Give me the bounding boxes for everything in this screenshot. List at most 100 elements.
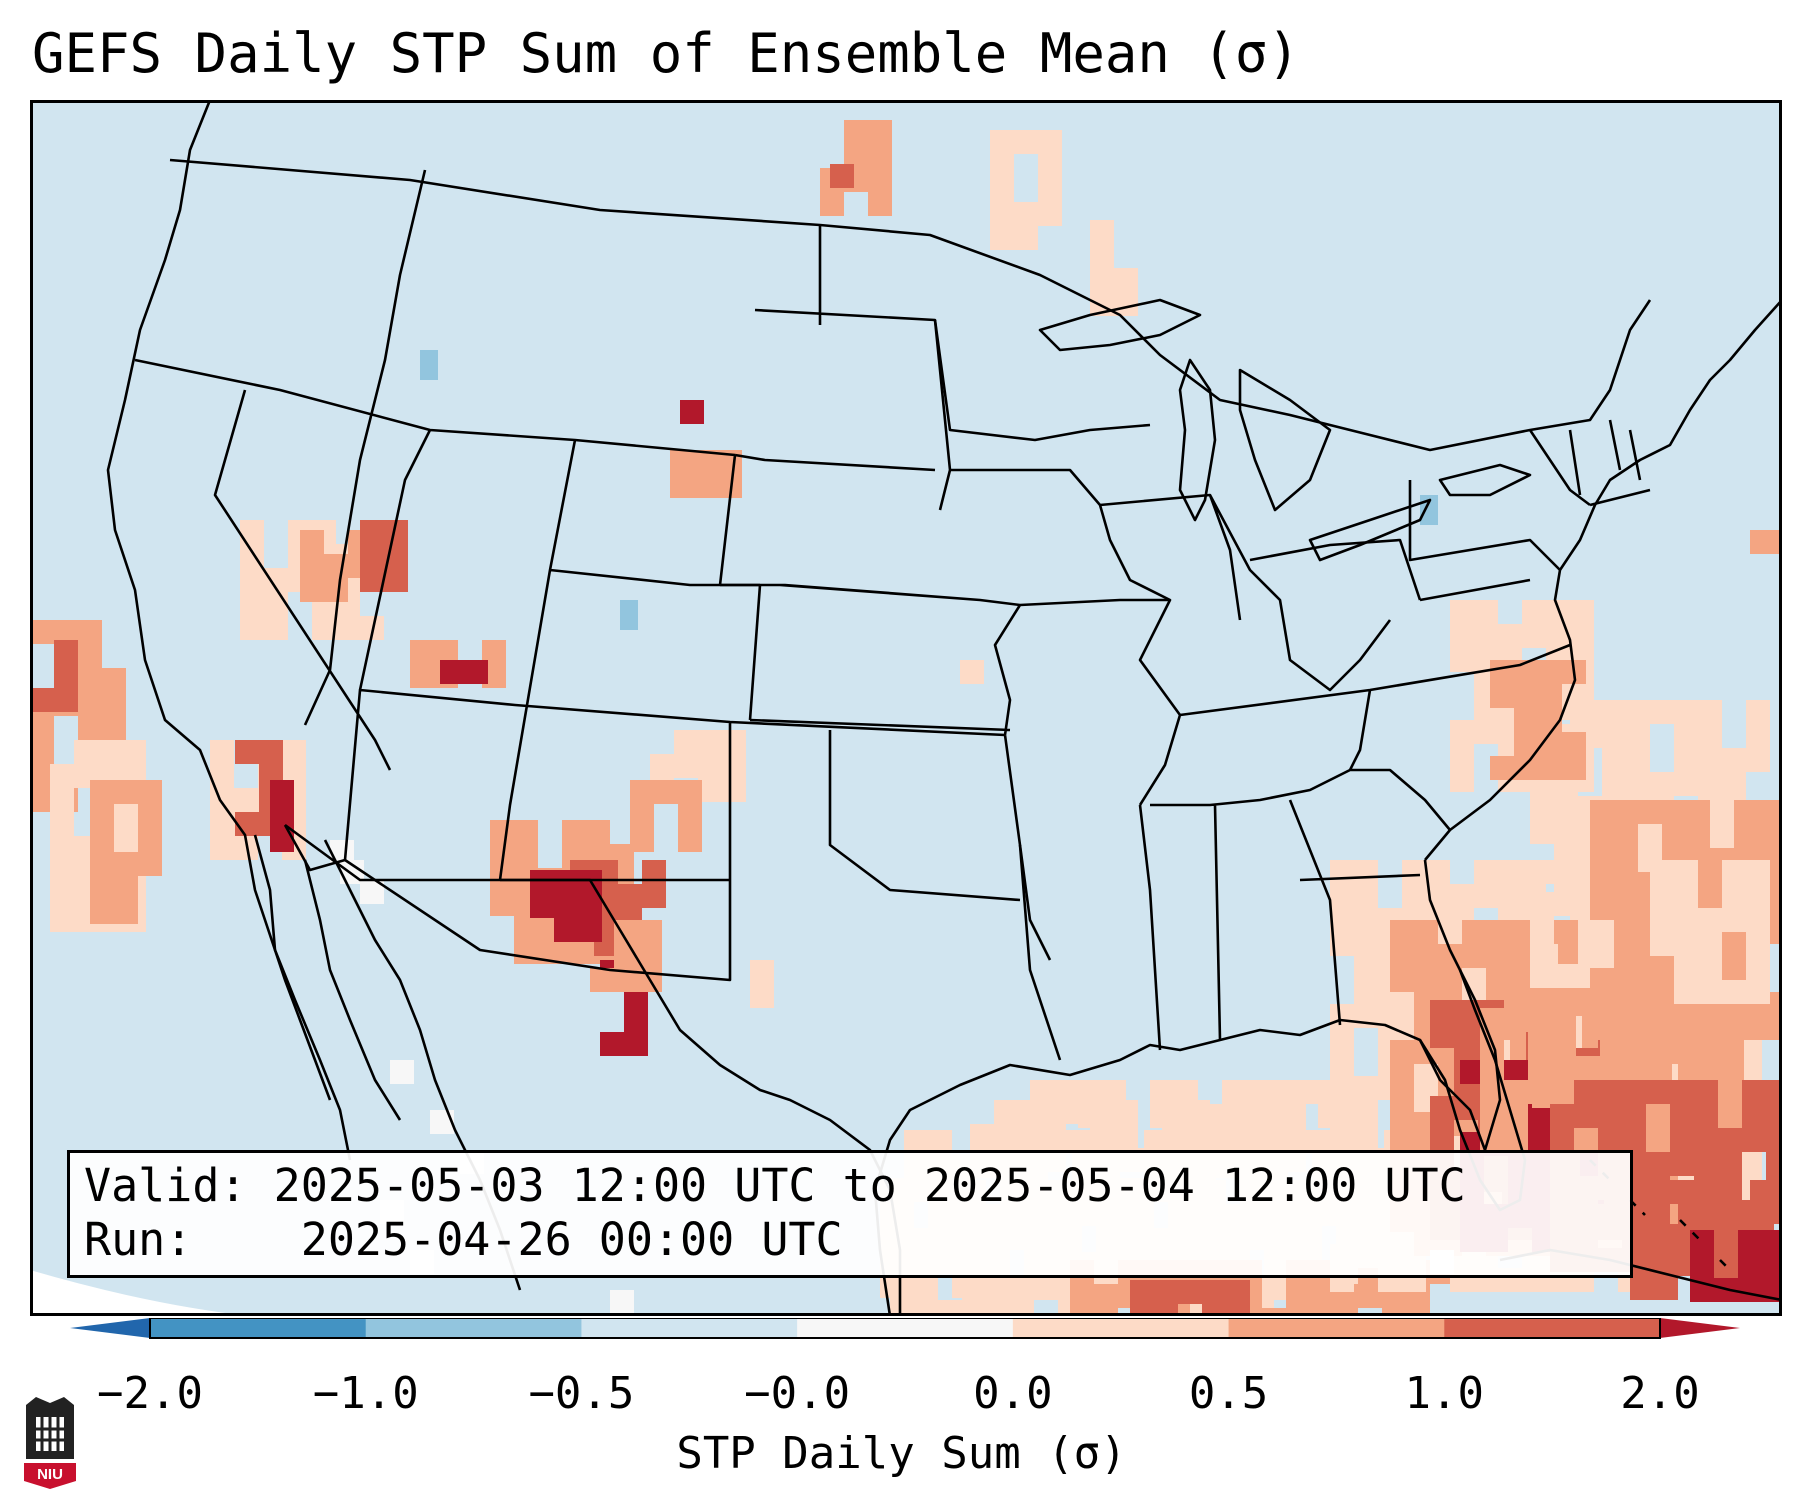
anomaly-cell xyxy=(1522,624,1546,648)
anomaly-cell xyxy=(390,1060,414,1084)
lake-huron xyxy=(1238,368,1332,512)
map-panel xyxy=(30,100,1782,1316)
anomaly-cell xyxy=(1650,772,1674,796)
pacific-coastline xyxy=(106,100,332,1101)
anomaly-cell xyxy=(1638,1016,1662,1040)
anomaly-cell xyxy=(1674,908,1698,932)
anomaly-cell xyxy=(1746,748,1770,772)
anomaly-cell xyxy=(1490,756,1514,780)
anomaly-cell xyxy=(1530,964,1554,988)
anomaly-cell xyxy=(1602,772,1626,796)
anomaly-cell xyxy=(1648,1128,1672,1152)
anomaly-cell xyxy=(410,664,434,688)
anomaly-cell xyxy=(1414,968,1438,992)
anomaly-cell xyxy=(1354,1076,1378,1100)
anomaly-cell xyxy=(514,844,538,868)
anomaly-cell xyxy=(530,870,554,894)
anomaly-cell xyxy=(1750,1180,1774,1204)
anomaly-cell xyxy=(1498,860,1522,884)
anomaly-cell xyxy=(235,812,259,836)
anomaly-cell xyxy=(1574,1080,1598,1104)
anomaly-cell xyxy=(1590,968,1614,992)
anomaly-cell xyxy=(1734,800,1758,824)
anomaly-cell xyxy=(1450,720,1474,744)
anomaly-cell xyxy=(78,620,102,644)
anomaly-cell xyxy=(868,120,892,144)
anomaly-cell xyxy=(578,894,602,918)
anomaly-cell xyxy=(1746,884,1770,908)
anomaly-cell xyxy=(680,400,704,424)
anomaly-cell xyxy=(1226,1280,1250,1304)
anomaly-cell xyxy=(1552,1008,1576,1032)
anomaly-cell xyxy=(1654,1276,1678,1300)
anomaly-cell xyxy=(1602,724,1626,748)
anomaly-cell xyxy=(1614,944,1638,968)
anomaly-cell xyxy=(1670,1128,1694,1152)
anomaly-cell xyxy=(1590,824,1614,848)
anomaly-cell xyxy=(990,202,1014,226)
anomaly-cell xyxy=(114,780,138,804)
anomaly-cell xyxy=(1622,1080,1646,1104)
canada-us-border xyxy=(169,158,1652,452)
anomaly-cell xyxy=(90,852,114,876)
anomaly-cell xyxy=(1178,1280,1202,1304)
anomaly-cell xyxy=(1538,684,1562,708)
anomaly-cell xyxy=(300,530,324,554)
state-lines-west xyxy=(134,169,1006,982)
anomaly-cell xyxy=(674,754,698,778)
colorbar-tick-label: −2.0 xyxy=(97,1368,203,1419)
anomaly-cell xyxy=(1414,944,1438,968)
anomaly-cell xyxy=(1390,1064,1414,1088)
anomaly-cell xyxy=(610,1290,634,1314)
anomaly-cell xyxy=(562,940,586,964)
anomaly-cell xyxy=(890,1276,914,1300)
anomaly-cell xyxy=(1674,860,1698,884)
anomaly-cell xyxy=(1674,700,1698,724)
validity-info-box: Valid: 2025-05-03 12:00 UTC to 2025-05-0… xyxy=(67,1150,1633,1278)
anomaly-cell xyxy=(1552,1080,1576,1104)
anomaly-cell xyxy=(1530,940,1554,964)
anomaly-cell xyxy=(1504,1104,1528,1128)
anomaly-cell xyxy=(1602,700,1626,724)
anomaly-cell xyxy=(722,730,746,754)
anomaly-cell xyxy=(624,1032,648,1056)
anomaly-cell xyxy=(1722,748,1746,772)
anomaly-cell xyxy=(1614,896,1638,920)
anomaly-cell xyxy=(630,780,654,804)
anomaly-cell xyxy=(1554,868,1578,892)
anomaly-cell xyxy=(1746,932,1770,956)
map-frame xyxy=(30,100,1782,1316)
anomaly-cell xyxy=(1722,772,1746,796)
anomaly-cell xyxy=(1354,1124,1378,1148)
anomaly-cell xyxy=(1354,956,1378,980)
anomaly-cell xyxy=(1590,1016,1614,1040)
anomaly-cell xyxy=(620,600,638,630)
anomaly-cell xyxy=(1674,772,1698,796)
anomaly-cell xyxy=(102,716,126,740)
anomaly-cell xyxy=(1576,1128,1600,1152)
anomaly-cell xyxy=(1766,1104,1782,1128)
anomaly-cell xyxy=(890,1300,914,1316)
anomaly-cell xyxy=(300,578,324,602)
anomaly-cell xyxy=(1522,860,1546,884)
anomaly-cell xyxy=(360,520,384,544)
anomaly-cell xyxy=(1554,892,1578,916)
anomaly-cell xyxy=(990,154,1014,178)
anomaly-cell xyxy=(30,716,54,740)
anomaly-cell xyxy=(1630,1276,1654,1300)
anomaly-cell xyxy=(514,820,538,844)
anomaly-cell xyxy=(1674,956,1698,980)
anomaly-cell xyxy=(54,688,78,712)
anomaly-cell xyxy=(1390,944,1414,968)
anomaly-cell xyxy=(1262,1308,1286,1316)
colorbar-bin-6 xyxy=(1444,1318,1661,1338)
anomaly-cell xyxy=(138,780,162,804)
anomaly-cell xyxy=(1630,1180,1654,1204)
anomaly-cell xyxy=(102,668,126,692)
anomaly-cell xyxy=(1014,130,1038,154)
anomaly-cell xyxy=(1070,1284,1094,1308)
anomaly-cell xyxy=(138,804,162,828)
anomaly-cell xyxy=(1614,968,1638,992)
anomaly-cell xyxy=(74,740,98,764)
anomaly-cell xyxy=(1504,984,1528,1008)
